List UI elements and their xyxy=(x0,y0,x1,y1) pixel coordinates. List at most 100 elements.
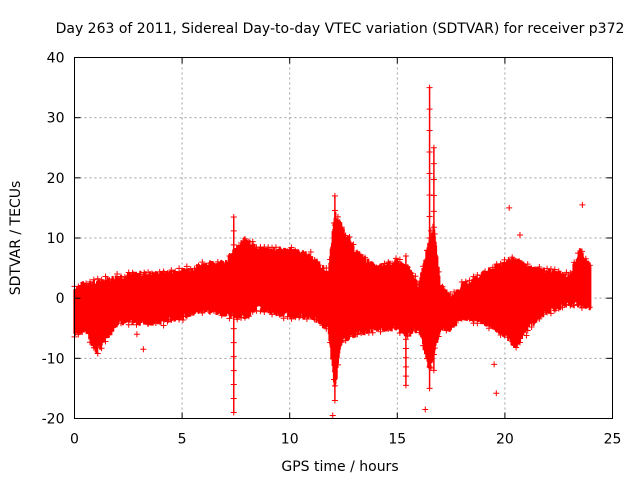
data-point xyxy=(230,241,237,248)
data-point xyxy=(454,317,461,324)
data-point xyxy=(265,307,272,314)
data-point xyxy=(300,313,307,320)
axis-ticks: 0 5 10 15 20 25 -20 -10 0 10 20 30 40 xyxy=(42,51,622,448)
data-point xyxy=(493,326,500,333)
data-point xyxy=(426,213,433,220)
data-point xyxy=(373,325,380,332)
data-point xyxy=(311,257,318,264)
data-point xyxy=(230,409,237,416)
data-point xyxy=(547,310,554,317)
data-point xyxy=(458,315,465,322)
data-point xyxy=(509,338,516,345)
data-point xyxy=(292,247,299,254)
y-tick-label: 30 xyxy=(47,111,65,127)
data-point xyxy=(214,308,221,315)
data-point-outlier xyxy=(506,204,513,211)
data-point xyxy=(393,255,400,262)
data-band xyxy=(73,212,592,387)
x-tick-label: 5 xyxy=(178,432,187,448)
data-point xyxy=(412,325,419,332)
data-point xyxy=(199,259,206,266)
data-point xyxy=(94,275,101,282)
data-point xyxy=(497,260,504,267)
data-point xyxy=(408,327,415,334)
data-point xyxy=(478,272,485,279)
data-point xyxy=(129,318,136,325)
data-point xyxy=(249,308,256,315)
data-point xyxy=(430,351,437,358)
data-spike xyxy=(430,144,437,374)
data-point xyxy=(280,247,287,254)
y-tick-label: -20 xyxy=(42,412,65,428)
data-point xyxy=(431,231,438,238)
band-edge-markers xyxy=(71,213,593,383)
data-point xyxy=(362,254,369,261)
data-point xyxy=(578,248,585,255)
data-point xyxy=(172,268,179,275)
data-point xyxy=(164,318,171,325)
data-point xyxy=(505,334,512,341)
data-point xyxy=(241,314,248,321)
data-point xyxy=(230,395,237,402)
data-point xyxy=(245,313,252,320)
data-point xyxy=(90,344,97,351)
data-point xyxy=(179,269,186,276)
y-tick-label: 0 xyxy=(56,291,65,307)
data-point xyxy=(396,256,403,263)
data-point-outlier xyxy=(491,361,498,368)
data-point xyxy=(430,208,437,215)
data-point xyxy=(520,329,527,336)
data-point xyxy=(402,290,409,297)
data-point xyxy=(393,324,400,331)
data-point xyxy=(369,263,376,270)
data-point xyxy=(466,277,473,284)
data-point xyxy=(408,270,415,277)
data-point xyxy=(114,318,121,325)
data-point xyxy=(307,249,314,256)
data-point xyxy=(230,255,237,262)
data-point xyxy=(474,320,481,327)
data-point xyxy=(430,367,437,374)
data-point xyxy=(79,329,86,336)
data-point xyxy=(430,224,437,231)
data-point xyxy=(168,316,175,323)
data-point xyxy=(156,317,163,324)
data-point xyxy=(482,318,489,325)
data-point xyxy=(586,262,593,269)
data-point xyxy=(315,261,322,268)
data-point xyxy=(426,149,433,156)
data-point xyxy=(303,253,310,260)
x-tick-label: 20 xyxy=(496,432,514,448)
data-point xyxy=(86,278,93,285)
data-point xyxy=(485,268,492,275)
data-point xyxy=(443,327,450,334)
data-point xyxy=(551,307,558,314)
data-point xyxy=(426,84,433,91)
data-point xyxy=(346,333,353,340)
data-point xyxy=(513,344,520,351)
data-point xyxy=(454,289,461,296)
data-point xyxy=(230,325,237,332)
x-tick-label: 25 xyxy=(604,432,622,448)
data-point xyxy=(555,305,562,312)
data-point xyxy=(426,235,433,241)
data-point xyxy=(547,266,554,273)
data-point xyxy=(207,309,214,316)
data-point xyxy=(563,301,570,308)
data-point xyxy=(230,283,237,290)
data-point xyxy=(516,339,523,346)
data-point xyxy=(509,254,516,261)
data-point xyxy=(426,106,433,113)
data-point xyxy=(331,207,338,214)
data-point xyxy=(319,322,326,329)
data-point xyxy=(402,308,409,315)
data-point xyxy=(426,385,433,392)
data-point xyxy=(540,268,547,275)
data-point xyxy=(327,339,334,346)
data-point xyxy=(426,127,433,134)
data-point xyxy=(75,283,82,290)
data-point xyxy=(354,249,361,256)
data-point xyxy=(276,246,283,253)
data-point xyxy=(222,260,229,267)
data-point xyxy=(300,250,307,257)
